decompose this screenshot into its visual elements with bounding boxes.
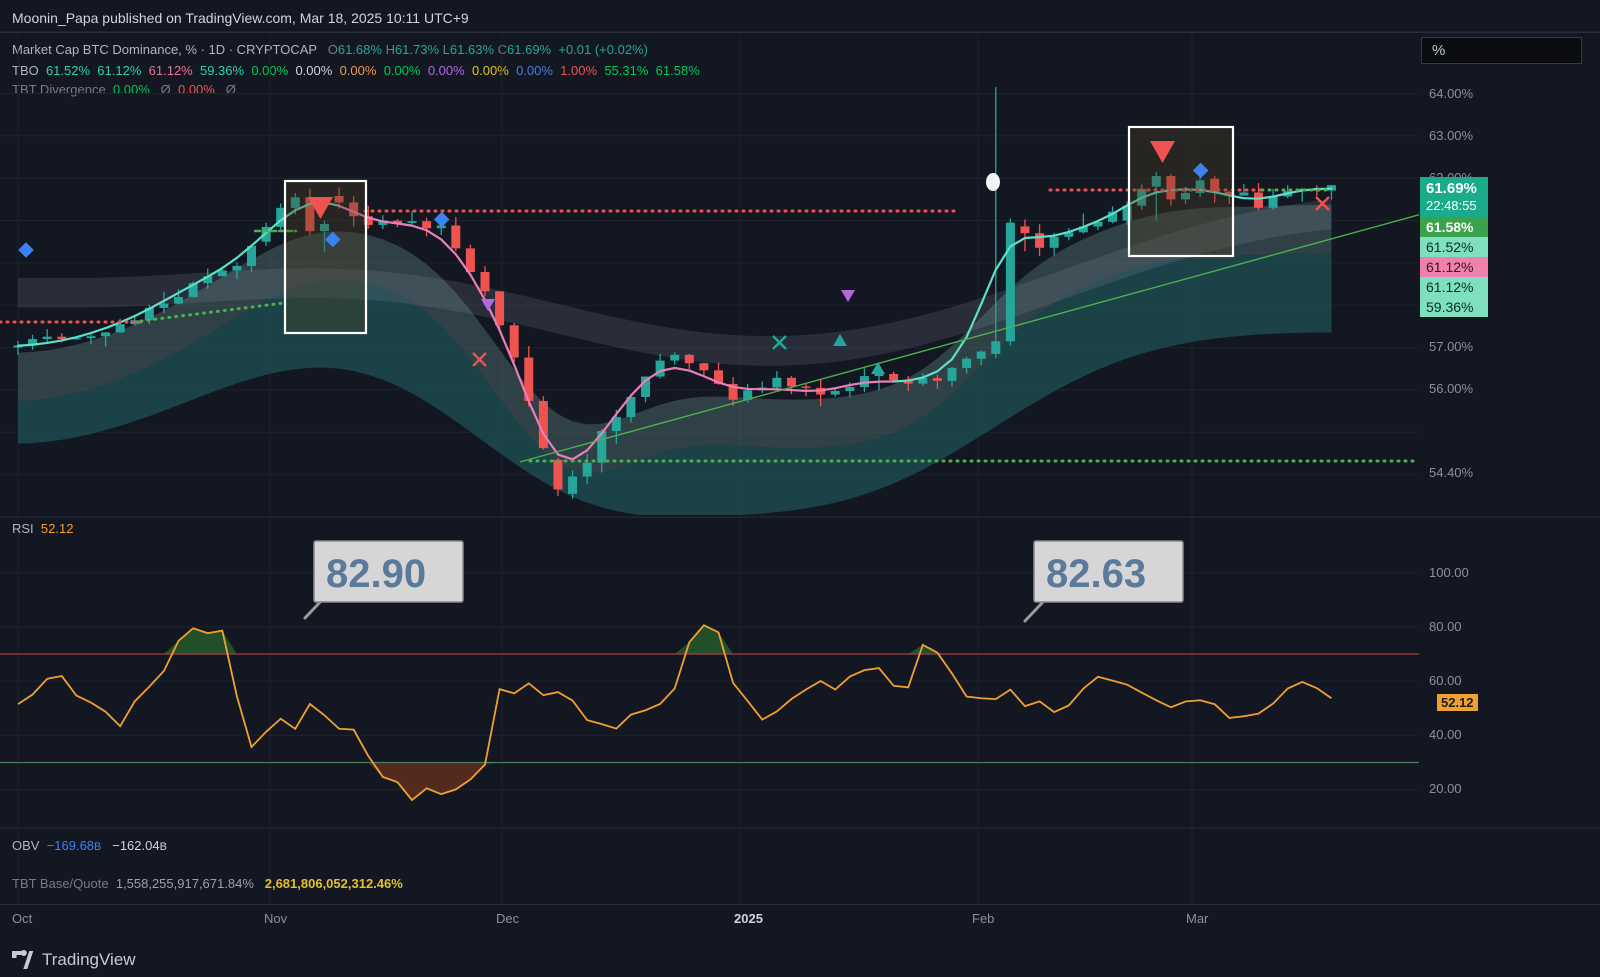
svg-text:82.63: 82.63 [1046, 552, 1146, 596]
svg-text:82.90: 82.90 [326, 552, 426, 596]
